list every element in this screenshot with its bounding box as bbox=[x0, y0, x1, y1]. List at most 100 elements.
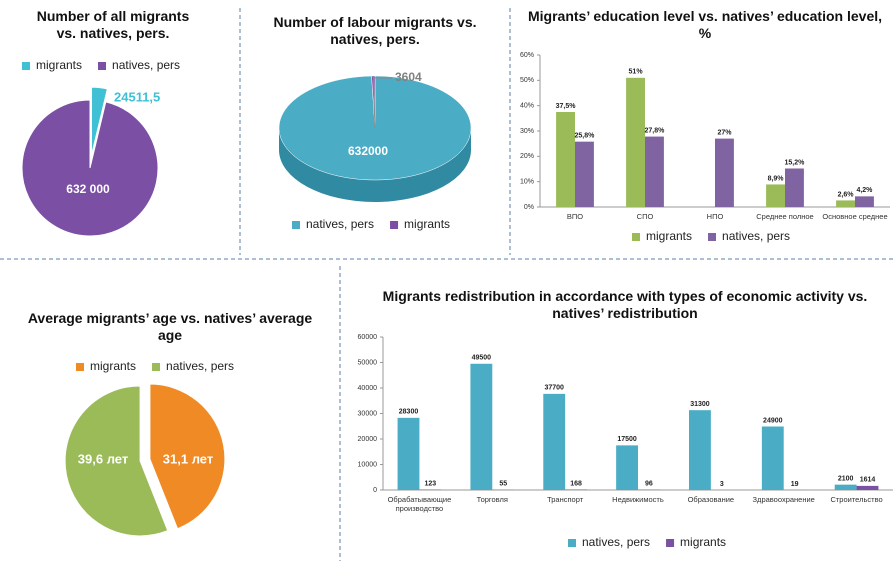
x-tick-label: ВПО bbox=[566, 212, 584, 221]
y-tick-label: 10000 bbox=[358, 461, 378, 468]
legend-swatch bbox=[666, 539, 675, 547]
y-tick-label: 60% bbox=[520, 52, 534, 59]
legend-label: migrants bbox=[646, 229, 692, 243]
y-tick-label: 30000 bbox=[358, 410, 378, 417]
chart-title: Migrants redistribution in accordance wi… bbox=[382, 288, 868, 321]
data-label: 31300 bbox=[690, 401, 710, 408]
legend-label: natives, pers bbox=[112, 58, 180, 72]
bar bbox=[616, 445, 638, 490]
data-label: 17500 bbox=[617, 436, 637, 443]
y-tick-label: 0 bbox=[373, 487, 377, 494]
legend-label: natives, pers bbox=[306, 217, 374, 231]
legend-swatch bbox=[708, 233, 717, 241]
legend-swatch bbox=[568, 539, 576, 547]
data-label: 123 bbox=[425, 481, 437, 488]
y-tick-label: 20000 bbox=[358, 436, 378, 443]
legend-label: natives, pers bbox=[722, 229, 790, 243]
data-label: 24900 bbox=[763, 417, 783, 424]
x-tick-label: НПО bbox=[706, 212, 724, 221]
data-label: 28300 bbox=[399, 409, 419, 416]
pie-slice bbox=[149, 383, 226, 530]
bar bbox=[761, 426, 784, 490]
data-label: 49500 bbox=[472, 355, 492, 362]
legend-swatch bbox=[632, 233, 640, 241]
data-label: 27,8% bbox=[645, 127, 666, 134]
bar bbox=[834, 484, 857, 490]
legend-swatch bbox=[22, 62, 30, 70]
data-label: 168 bbox=[570, 480, 582, 487]
legend-swatch bbox=[76, 363, 84, 371]
data-label: 1614 bbox=[860, 477, 876, 484]
legend-swatch bbox=[390, 221, 399, 229]
data-label: 19 bbox=[791, 481, 799, 488]
x-tick-label: Обрабатывающие производство bbox=[387, 495, 452, 513]
legend-label: migrants bbox=[680, 535, 726, 549]
legend-label: natives, pers bbox=[582, 535, 650, 549]
y-tick-label: 60000 bbox=[358, 334, 378, 341]
bar bbox=[543, 393, 566, 490]
legend-label: migrants bbox=[90, 359, 136, 373]
chart-title: Average migrants’ age vs. natives’ avera… bbox=[27, 310, 313, 343]
data-label: 3 bbox=[720, 481, 724, 488]
bar bbox=[715, 138, 734, 207]
data-label: 3604 bbox=[395, 70, 422, 84]
pie-slice bbox=[91, 86, 108, 156]
y-tick-label: 40% bbox=[520, 103, 534, 110]
bar bbox=[856, 485, 879, 490]
data-label: 37700 bbox=[544, 385, 564, 392]
legend-label: migrants bbox=[404, 217, 450, 231]
x-tick-label: Строительство bbox=[830, 495, 883, 504]
data-label: 4,2% bbox=[856, 187, 873, 194]
bar bbox=[785, 168, 804, 207]
bar bbox=[836, 200, 855, 207]
data-label: 632000 bbox=[348, 144, 388, 158]
chart-title: Number of all migrants vs. natives, pers… bbox=[36, 8, 190, 41]
data-label: 39,6 лет bbox=[78, 451, 128, 466]
bar bbox=[766, 184, 785, 207]
pie-side bbox=[279, 128, 471, 202]
bar bbox=[556, 112, 575, 207]
x-tick-label: Недвижимость bbox=[612, 495, 664, 504]
bar bbox=[689, 410, 711, 490]
data-label: 25,8% bbox=[575, 132, 596, 139]
bar bbox=[645, 136, 664, 207]
x-tick-label: Основное среднее bbox=[822, 212, 888, 221]
bar bbox=[397, 417, 420, 490]
x-tick-label: Образование bbox=[687, 495, 735, 504]
legend-swatch bbox=[98, 62, 107, 70]
chart-title: Number of labour migrants vs. natives, p… bbox=[273, 14, 477, 47]
data-label: 31,1 лет bbox=[163, 451, 213, 466]
leader-line bbox=[372, 75, 392, 129]
y-tick-label: 40000 bbox=[358, 385, 378, 392]
x-tick-label: Торговля bbox=[476, 495, 508, 504]
y-tick-label: 10% bbox=[520, 179, 534, 186]
y-tick-label: 50000 bbox=[358, 359, 378, 366]
y-tick-label: 20% bbox=[520, 153, 534, 160]
data-label: 2,6% bbox=[838, 191, 855, 198]
x-tick-label: СПО bbox=[636, 212, 654, 221]
bar bbox=[855, 196, 874, 207]
data-label: 51% bbox=[629, 69, 644, 76]
separators bbox=[0, 8, 896, 561]
data-label: 24511,5 bbox=[114, 89, 160, 104]
bar bbox=[575, 141, 594, 207]
data-label: 2100 bbox=[838, 475, 854, 482]
y-tick-label: 30% bbox=[520, 128, 534, 135]
data-label: 15,2% bbox=[785, 159, 806, 166]
legend-swatch bbox=[152, 363, 161, 371]
x-tick-label: Здравоохранение bbox=[752, 495, 815, 504]
pie-slice bbox=[64, 385, 169, 537]
data-label: 632 000 bbox=[66, 182, 110, 196]
data-label: 27% bbox=[717, 129, 732, 136]
data-label: 8,9% bbox=[768, 175, 785, 182]
legend-label: natives, pers bbox=[166, 359, 234, 373]
bar bbox=[626, 77, 645, 207]
y-tick-label: 0% bbox=[524, 204, 534, 211]
data-label: 96 bbox=[645, 481, 653, 488]
legend-swatch bbox=[292, 221, 300, 229]
legend-label: migrants bbox=[36, 58, 82, 72]
chart-title: Migrants’ education level vs. natives’ e… bbox=[527, 8, 883, 41]
bar bbox=[470, 363, 493, 490]
x-tick-label: Среднее полное bbox=[756, 212, 814, 221]
